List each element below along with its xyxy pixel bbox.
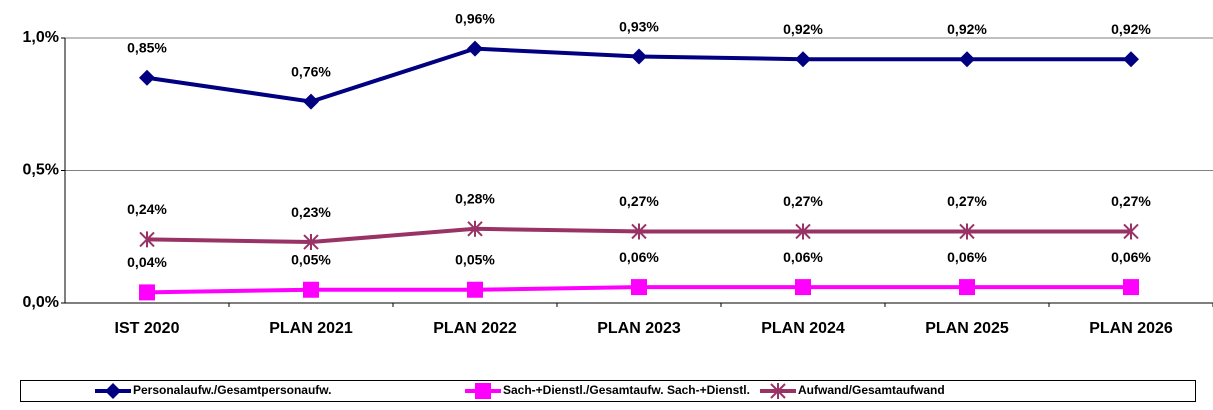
data-label: 0,23% [291,204,331,220]
data-label: 0,76% [291,63,331,79]
x-tick-label: PLAN 2025 [925,320,1009,337]
legend-label: Personalaufw./Gesamtpersonaufw. [133,383,332,397]
marker [795,279,811,296]
marker [631,48,647,65]
data-label: 0,06% [1111,249,1151,265]
marker [139,69,155,86]
x-tick-label: PLAN 2021 [269,320,353,337]
x-tick-label: PLAN 2023 [597,320,681,337]
x-tick-label: PLAN 2022 [433,320,517,337]
y-tick-label: 1,0% [23,29,59,46]
marker [1123,223,1139,240]
data-label: 0,05% [455,251,495,267]
data-label: 0,04% [127,254,167,270]
marker [467,220,483,237]
marker [303,234,319,251]
x-tick-label: PLAN 2026 [1089,320,1173,337]
marker [139,284,155,301]
data-label: 0,24% [127,201,167,217]
x-tick-label: IST 2020 [115,320,180,337]
marker [770,383,786,399]
data-label: 0,93% [619,18,659,34]
data-label: 0,27% [1111,193,1151,209]
data-label: 0,05% [291,251,331,267]
marker [795,223,811,240]
marker [959,279,975,296]
marker [795,51,811,68]
marker [475,383,491,399]
marker [303,281,319,298]
marker [631,279,647,296]
data-label: 0,92% [1111,21,1151,37]
marker [467,281,483,298]
data-label: 0,92% [783,21,823,37]
data-label: 0,28% [455,191,495,207]
marker [959,51,975,68]
data-label: 0,27% [783,193,823,209]
data-label: 0,06% [947,249,987,265]
data-label: 0,06% [783,249,823,265]
marker [631,223,647,240]
y-tick-label: 0,0% [23,294,59,311]
data-label: 0,06% [619,249,659,265]
data-label: 0,92% [947,21,987,37]
marker [105,383,121,399]
data-label: 0,85% [127,39,167,55]
marker [139,231,155,248]
data-label: 0,96% [455,10,495,26]
legend-label: Aufwand/Gesamtaufwand [798,383,945,397]
marker [959,223,975,240]
y-tick-label: 0,5% [23,162,59,179]
marker [303,93,319,110]
marker [467,40,483,57]
data-label: 0,27% [619,193,659,209]
legend-box [20,380,1196,402]
legend-label: Sach-+Dienstl./Gesamtaufw. Sach-+Dienstl… [503,383,750,397]
marker [1123,279,1139,296]
x-tick-label: PLAN 2024 [761,320,845,337]
data-label: 0,27% [947,193,987,209]
marker [1123,51,1139,68]
